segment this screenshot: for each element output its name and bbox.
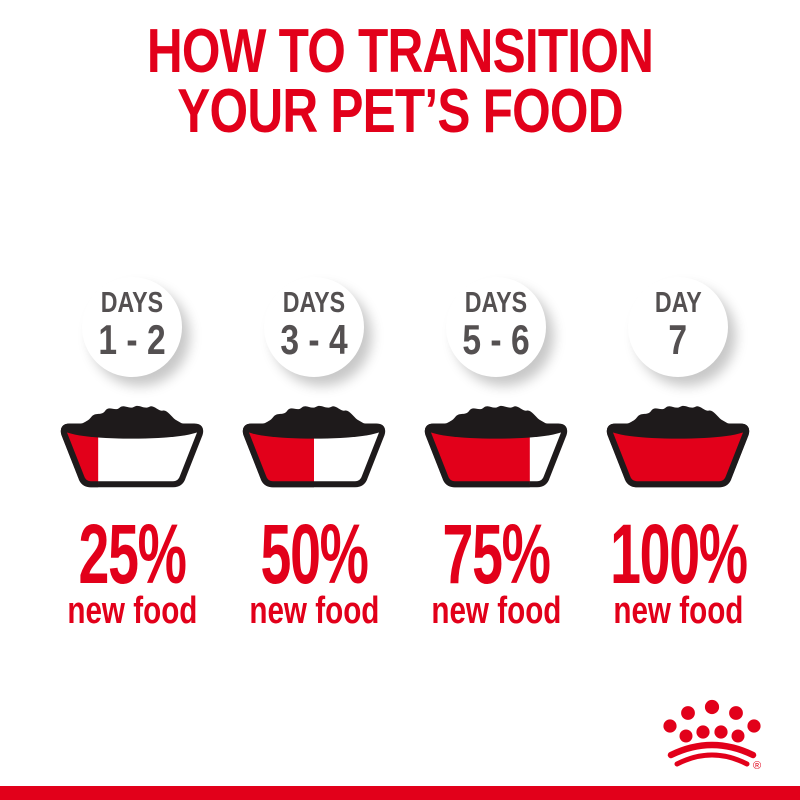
page-title: HOW TO TRANSITION YOUR PET’S FOOD	[0, 17, 800, 146]
royal-canin-crown-logo: ®	[663, 699, 761, 772]
day-badge-value: 7	[668, 316, 688, 363]
day-badge-value: 5 - 6	[462, 316, 530, 363]
pet-bowl-100-percent-icon	[606, 405, 750, 488]
step-column-days-5-6: DAYS 5 - 6 75% new food	[405, 277, 587, 631]
day-badge-label: DAYS	[464, 287, 528, 319]
day-badge-value: 3 - 4	[280, 316, 348, 363]
day-badge: DAYS 1 - 2	[82, 277, 182, 377]
new-food-caption: new food	[612, 590, 744, 632]
pet-bowl-75-percent-icon	[424, 405, 568, 488]
footer-brand-strip	[0, 786, 800, 800]
day-badge-label: DAYS	[100, 287, 164, 319]
day-badge: DAYS 5 - 6	[446, 277, 546, 377]
page-title-line-1: HOW TO TRANSITION	[146, 17, 654, 86]
pet-bowl-50-percent-icon	[242, 405, 386, 488]
day-badge-label: DAY	[654, 287, 702, 319]
page-title-line-2: YOUR PET’S FOOD	[177, 77, 623, 146]
percent-new-food: 100%	[609, 507, 748, 601]
transition-steps: DAYS 1 - 2 25% new food DAYS 3 - 4 50% n…	[41, 277, 769, 631]
day-badge: DAY 7	[628, 277, 728, 377]
new-food-caption: new food	[430, 590, 562, 632]
day-badge: DAYS 3 - 4	[264, 277, 364, 377]
new-food-caption: new food	[66, 590, 198, 632]
day-badge-label: DAYS	[282, 287, 346, 319]
step-column-days-1-2: DAYS 1 - 2 25% new food	[41, 277, 223, 631]
percent-new-food: 25%	[78, 507, 186, 601]
day-badge-value: 1 - 2	[98, 316, 166, 363]
step-column-days-3-4: DAYS 3 - 4 50% new food	[223, 277, 405, 631]
registered-trademark-symbol: ®	[753, 760, 761, 772]
step-column-day-7: DAY 7 100% new food	[587, 277, 769, 631]
percent-new-food: 50%	[260, 507, 368, 601]
new-food-caption: new food	[248, 590, 380, 632]
pet-bowl-25-percent-icon	[60, 405, 204, 488]
percent-new-food: 75%	[442, 507, 550, 601]
